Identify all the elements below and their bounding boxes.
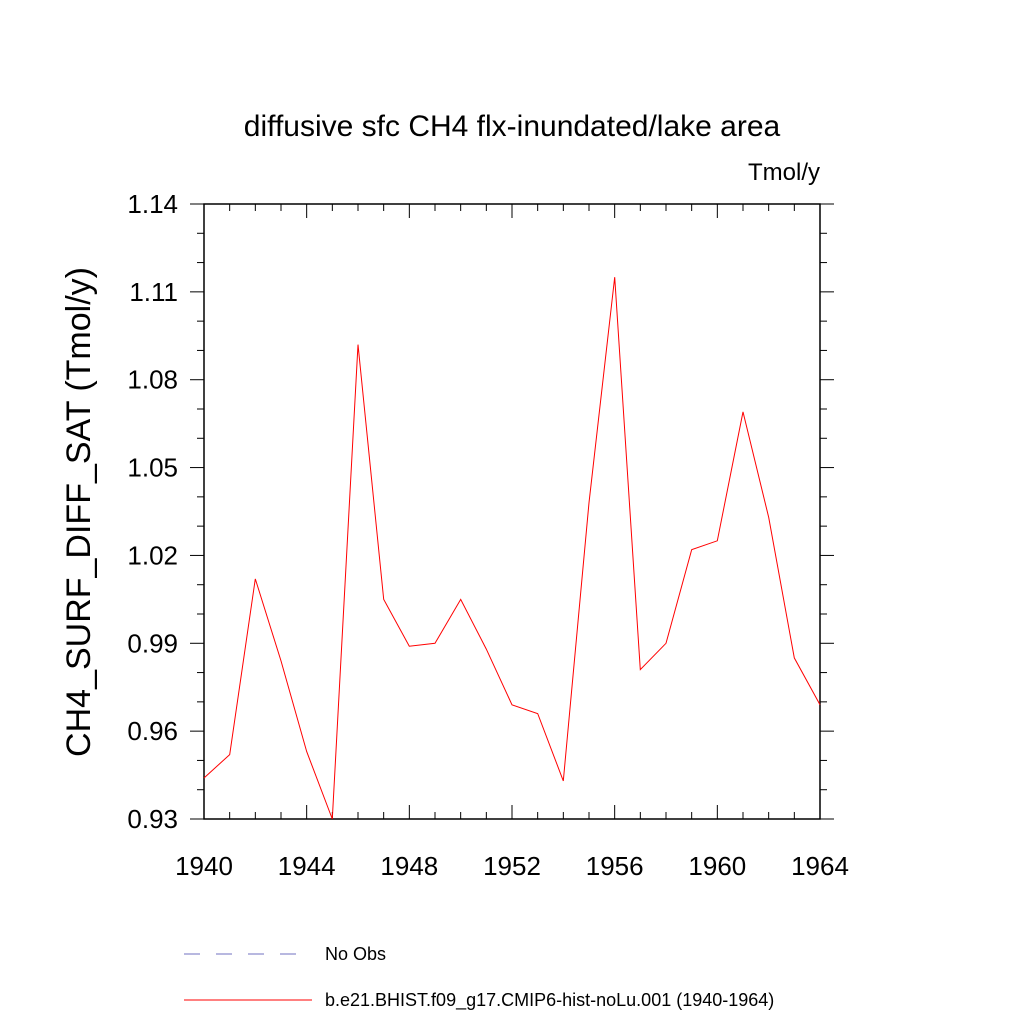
y-tick-label: 1.05	[127, 453, 178, 483]
chart-title: diffusive sfc CH4 flx-inundated/lake are…	[244, 110, 781, 143]
y-tick-label: 1.08	[127, 365, 178, 395]
x-tick-label: 1960	[688, 851, 746, 881]
y-tick-label: 1.11	[129, 277, 178, 307]
series-layer	[203, 277, 821, 820]
y-tick-label: 0.99	[127, 628, 178, 658]
y-axis-label: CH4_SURF_DIFF_SAT (Tmol/y)	[60, 267, 98, 757]
x-tick-label: 1952	[483, 851, 541, 881]
legend: No Obs b.e21.BHIST.f09_g17.CMIP6-hist-noL…	[184, 944, 774, 1011]
y-tick-label: 0.96	[127, 716, 178, 746]
y-tick-label: 1.02	[127, 540, 178, 570]
legend-label: b.e21.BHIST.f09_g17.CMIP6-hist-noLu.001 …	[325, 990, 774, 1011]
units-label: Tmol/y	[748, 159, 820, 186]
x-tick-label: 1948	[380, 851, 438, 881]
plot-frame	[203, 203, 821, 820]
y-tick-label: 1.14	[127, 189, 178, 219]
y-tick-label: 0.93	[127, 804, 178, 834]
series-line	[203, 277, 821, 820]
x-tick-label: 1940	[175, 851, 233, 881]
legend-label: No Obs	[325, 944, 386, 964]
x-tick-label: 1956	[586, 851, 644, 881]
axes: 1940 1944 1948 1952 1956 1960 1964 0.93 0.96 0.99…	[127, 189, 849, 881]
x-tick-label: 1964	[791, 851, 849, 881]
x-tick-label: 1944	[278, 851, 336, 881]
